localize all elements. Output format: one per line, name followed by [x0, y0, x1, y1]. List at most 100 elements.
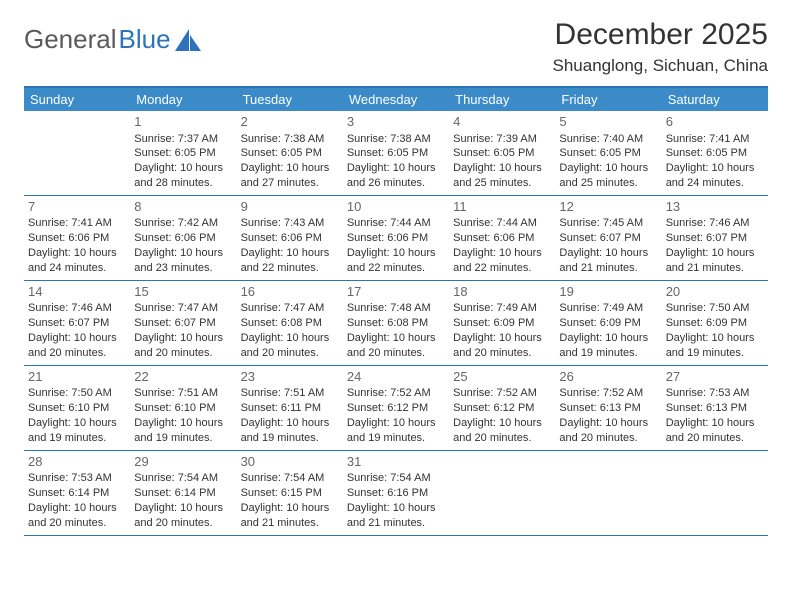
day-number: 10 — [347, 198, 445, 216]
day-number: 27 — [666, 368, 764, 386]
title-block: December 2025 Shuanglong, Sichuan, China — [553, 18, 769, 76]
day-cell: 15Sunrise: 7:47 AMSunset: 6:07 PMDayligh… — [130, 281, 236, 365]
sunrise-text: Sunrise: 7:54 AM — [241, 471, 339, 486]
day-cell: 18Sunrise: 7:49 AMSunset: 6:09 PMDayligh… — [449, 281, 555, 365]
weekday-header: Tuesday — [237, 88, 343, 111]
sunrise-text: Sunrise: 7:37 AM — [134, 132, 232, 147]
sunrise-text: Sunrise: 7:54 AM — [347, 471, 445, 486]
sunrise-text: Sunrise: 7:53 AM — [28, 471, 126, 486]
day-cell: 22Sunrise: 7:51 AMSunset: 6:10 PMDayligh… — [130, 366, 236, 450]
sunrise-text: Sunrise: 7:49 AM — [559, 301, 657, 316]
header: GeneralBlue December 2025 Shuanglong, Si… — [24, 18, 768, 76]
day-number: 9 — [241, 198, 339, 216]
sunset-text: Sunset: 6:12 PM — [453, 401, 551, 416]
sunrise-text: Sunrise: 7:50 AM — [28, 386, 126, 401]
daylight-text: Daylight: 10 hours and 19 minutes. — [241, 416, 339, 446]
daylight-text: Daylight: 10 hours and 20 minutes. — [28, 501, 126, 531]
sunrise-text: Sunrise: 7:54 AM — [134, 471, 232, 486]
day-number: 15 — [134, 283, 232, 301]
daylight-text: Daylight: 10 hours and 26 minutes. — [347, 161, 445, 191]
daylight-text: Daylight: 10 hours and 21 minutes. — [241, 501, 339, 531]
sunset-text: Sunset: 6:05 PM — [666, 146, 764, 161]
weekday-header: Sunday — [24, 88, 130, 111]
daylight-text: Daylight: 10 hours and 19 minutes. — [347, 416, 445, 446]
day-cell: 10Sunrise: 7:44 AMSunset: 6:06 PMDayligh… — [343, 196, 449, 280]
day-cell: 1Sunrise: 7:37 AMSunset: 6:05 PMDaylight… — [130, 111, 236, 195]
day-cell: 9Sunrise: 7:43 AMSunset: 6:06 PMDaylight… — [237, 196, 343, 280]
daylight-text: Daylight: 10 hours and 28 minutes. — [134, 161, 232, 191]
sunrise-text: Sunrise: 7:45 AM — [559, 216, 657, 231]
day-number: 30 — [241, 453, 339, 471]
day-cell: 13Sunrise: 7:46 AMSunset: 6:07 PMDayligh… — [662, 196, 768, 280]
daylight-text: Daylight: 10 hours and 19 minutes. — [134, 416, 232, 446]
sunset-text: Sunset: 6:09 PM — [666, 316, 764, 331]
day-cell — [555, 451, 661, 535]
day-cell: 19Sunrise: 7:49 AMSunset: 6:09 PMDayligh… — [555, 281, 661, 365]
day-number: 12 — [559, 198, 657, 216]
day-number: 16 — [241, 283, 339, 301]
sunset-text: Sunset: 6:12 PM — [347, 401, 445, 416]
location: Shuanglong, Sichuan, China — [553, 56, 769, 76]
daylight-text: Daylight: 10 hours and 24 minutes. — [28, 246, 126, 276]
day-cell: 4Sunrise: 7:39 AMSunset: 6:05 PMDaylight… — [449, 111, 555, 195]
day-cell: 6Sunrise: 7:41 AMSunset: 6:05 PMDaylight… — [662, 111, 768, 195]
day-number: 24 — [347, 368, 445, 386]
weekday-header-row: Sunday Monday Tuesday Wednesday Thursday… — [24, 88, 768, 111]
sunrise-text: Sunrise: 7:47 AM — [134, 301, 232, 316]
sunrise-text: Sunrise: 7:39 AM — [453, 132, 551, 147]
sunrise-text: Sunrise: 7:46 AM — [666, 216, 764, 231]
day-number: 1 — [134, 113, 232, 131]
sunrise-text: Sunrise: 7:38 AM — [347, 132, 445, 147]
sunrise-text: Sunrise: 7:52 AM — [559, 386, 657, 401]
day-cell: 14Sunrise: 7:46 AMSunset: 6:07 PMDayligh… — [24, 281, 130, 365]
sunset-text: Sunset: 6:09 PM — [453, 316, 551, 331]
sunrise-text: Sunrise: 7:51 AM — [241, 386, 339, 401]
daylight-text: Daylight: 10 hours and 20 minutes. — [28, 331, 126, 361]
day-cell: 16Sunrise: 7:47 AMSunset: 6:08 PMDayligh… — [237, 281, 343, 365]
weekday-header: Wednesday — [343, 88, 449, 111]
brand-part1: General — [24, 24, 117, 55]
sunrise-text: Sunrise: 7:40 AM — [559, 132, 657, 147]
day-number: 8 — [134, 198, 232, 216]
sunset-text: Sunset: 6:05 PM — [453, 146, 551, 161]
sunrise-text: Sunrise: 7:43 AM — [241, 216, 339, 231]
day-number: 25 — [453, 368, 551, 386]
daylight-text: Daylight: 10 hours and 25 minutes. — [559, 161, 657, 191]
sunset-text: Sunset: 6:08 PM — [241, 316, 339, 331]
day-number: 22 — [134, 368, 232, 386]
sunset-text: Sunset: 6:08 PM — [347, 316, 445, 331]
sunrise-text: Sunrise: 7:52 AM — [453, 386, 551, 401]
sunrise-text: Sunrise: 7:53 AM — [666, 386, 764, 401]
day-cell — [662, 451, 768, 535]
day-cell: 3Sunrise: 7:38 AMSunset: 6:05 PMDaylight… — [343, 111, 449, 195]
month-title: December 2025 — [553, 18, 769, 52]
daylight-text: Daylight: 10 hours and 22 minutes. — [453, 246, 551, 276]
sunset-text: Sunset: 6:05 PM — [559, 146, 657, 161]
day-cell: 20Sunrise: 7:50 AMSunset: 6:09 PMDayligh… — [662, 281, 768, 365]
daylight-text: Daylight: 10 hours and 20 minutes. — [241, 331, 339, 361]
weekday-header: Friday — [555, 88, 661, 111]
sunset-text: Sunset: 6:15 PM — [241, 486, 339, 501]
day-number: 11 — [453, 198, 551, 216]
weekday-header: Thursday — [449, 88, 555, 111]
sunset-text: Sunset: 6:06 PM — [347, 231, 445, 246]
daylight-text: Daylight: 10 hours and 19 minutes. — [28, 416, 126, 446]
week-row: 1Sunrise: 7:37 AMSunset: 6:05 PMDaylight… — [24, 111, 768, 196]
day-number: 14 — [28, 283, 126, 301]
day-number: 3 — [347, 113, 445, 131]
calendar-page: GeneralBlue December 2025 Shuanglong, Si… — [0, 0, 792, 536]
sunrise-text: Sunrise: 7:49 AM — [453, 301, 551, 316]
daylight-text: Daylight: 10 hours and 21 minutes. — [666, 246, 764, 276]
sunset-text: Sunset: 6:07 PM — [559, 231, 657, 246]
sunset-text: Sunset: 6:13 PM — [559, 401, 657, 416]
sunset-text: Sunset: 6:06 PM — [28, 231, 126, 246]
day-cell: 31Sunrise: 7:54 AMSunset: 6:16 PMDayligh… — [343, 451, 449, 535]
day-cell: 29Sunrise: 7:54 AMSunset: 6:14 PMDayligh… — [130, 451, 236, 535]
day-number: 31 — [347, 453, 445, 471]
daylight-text: Daylight: 10 hours and 24 minutes. — [666, 161, 764, 191]
daylight-text: Daylight: 10 hours and 25 minutes. — [453, 161, 551, 191]
day-cell: 12Sunrise: 7:45 AMSunset: 6:07 PMDayligh… — [555, 196, 661, 280]
sunset-text: Sunset: 6:05 PM — [347, 146, 445, 161]
daylight-text: Daylight: 10 hours and 23 minutes. — [134, 246, 232, 276]
sunrise-text: Sunrise: 7:42 AM — [134, 216, 232, 231]
